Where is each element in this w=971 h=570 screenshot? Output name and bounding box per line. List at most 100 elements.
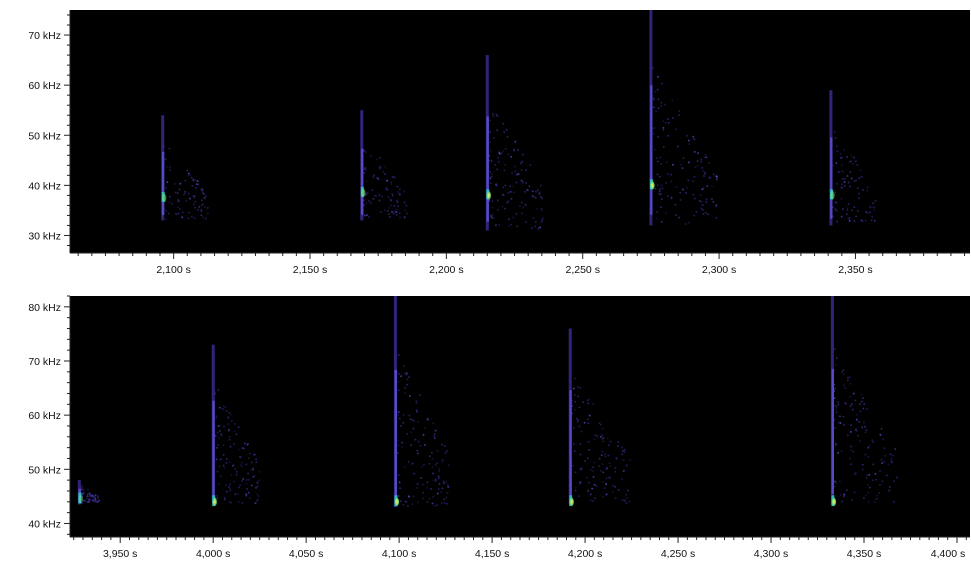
call-noise-dot [197, 209, 199, 211]
call-noise-dot [847, 203, 850, 205]
call-noise-dot [660, 184, 663, 187]
top-x-ticks: 2,100 s 2,150 s 2,200 s 2,250 s 2,300 s 2,350… [70, 252, 970, 276]
call-noise-dot [573, 450, 576, 452]
call-noise-dot [621, 453, 624, 456]
call-noise-dot [194, 179, 197, 181]
call-noise-dot [888, 489, 891, 491]
call-noise-dot [851, 155, 853, 158]
call-noise-dot [652, 133, 655, 135]
call-noise-dot [859, 410, 861, 413]
call-noise-dot [433, 505, 436, 507]
call-noise-dot [833, 418, 836, 421]
call-noise-dot [203, 196, 205, 199]
call-noise-dot [835, 183, 838, 185]
call-noise-dot [382, 171, 385, 173]
call-noise-dot [716, 176, 718, 178]
call-noise-dot [838, 422, 840, 424]
call-noise-dot [835, 482, 838, 484]
call-noise-dot [573, 387, 575, 390]
call-noise-dot [445, 497, 447, 499]
call-sweep-core [161, 152, 165, 216]
call-noise-dot [432, 472, 434, 475]
call-noise-dot [422, 492, 425, 494]
call-noise-dot [704, 173, 706, 175]
call-noise-dot [224, 406, 227, 409]
call-noise-dot [693, 151, 696, 153]
call-noise-dot [398, 474, 400, 476]
call-noise-dot [879, 433, 881, 436]
call-peak-hot [213, 499, 216, 504]
call-noise-dot [513, 149, 515, 152]
call-noise-dot [97, 497, 99, 499]
call-noise-dot [699, 194, 702, 196]
call-noise-dot [574, 377, 576, 380]
call-noise-dot [654, 127, 656, 129]
call-noise-dot [242, 478, 245, 480]
call-noise-dot [404, 500, 407, 503]
call-noise-dot [423, 464, 425, 466]
call-noise-dot [363, 199, 366, 202]
call-noise-dot [842, 495, 845, 498]
call-noise-dot [576, 418, 578, 420]
call-noise-dot [588, 449, 591, 451]
call-noise-dot [837, 150, 839, 153]
call-noise-dot [587, 402, 590, 405]
call-noise-dot [850, 424, 852, 426]
call-noise-dot [834, 427, 836, 429]
call-noise-dot [657, 76, 659, 78]
call-noise-dot [217, 389, 220, 391]
call-noise-dot [520, 162, 522, 165]
call-noise-dot [874, 501, 876, 503]
call-noise-dot [235, 471, 238, 473]
call-noise-dot [489, 182, 492, 184]
call-noise-dot [592, 403, 594, 405]
call-noise-dot [884, 455, 887, 457]
call-noise-dot [835, 150, 838, 153]
call-noise-dot [695, 211, 698, 213]
call-noise-dot [178, 200, 180, 202]
call-noise-dot [256, 485, 259, 488]
call-noise-dot [245, 463, 248, 466]
call-noise-dot [657, 107, 660, 110]
call-noise-dot [514, 170, 516, 173]
call-noise-dot [851, 209, 853, 212]
call-noise-dot [835, 162, 838, 164]
call-noise-dot [879, 470, 881, 472]
call-noise-dot [195, 187, 197, 189]
call-noise-dot [165, 210, 167, 212]
call-noise-dot [169, 195, 171, 198]
call-noise-dot [498, 152, 501, 154]
call-noise-dot [873, 220, 876, 222]
call-noise-dot [426, 487, 428, 489]
call-noise-dot [866, 483, 869, 486]
call-noise-dot [389, 204, 392, 207]
call-noise-dot [835, 442, 837, 445]
call-noise-dot [522, 181, 524, 183]
call-noise-dot [837, 403, 840, 406]
call-noise-dot [573, 443, 575, 445]
call-noise-dot [834, 387, 836, 390]
call-noise-dot [256, 481, 259, 484]
call-noise-dot [179, 182, 182, 185]
call-noise-dot [852, 392, 855, 395]
call-noise-dot [707, 213, 709, 216]
call-noise-dot [244, 442, 246, 445]
x-tick-label: 4,250 s [661, 548, 695, 560]
call-noise-dot [447, 484, 449, 486]
call-noise-dot [436, 449, 439, 452]
call-noise-dot [496, 115, 499, 117]
call-noise-dot [836, 145, 838, 147]
call-noise-dot [396, 185, 399, 188]
call-noise-dot [403, 190, 405, 193]
call-noise-dot [207, 212, 209, 215]
call-noise-dot [861, 175, 863, 178]
call-noise-dot [497, 209, 499, 211]
call-noise-dot [498, 150, 501, 153]
call-noise-dot [438, 475, 440, 477]
call-noise-dot [867, 501, 870, 503]
call-noise-dot [169, 166, 171, 168]
call-noise-dot [194, 206, 196, 209]
call-noise-dot [865, 494, 867, 496]
call-noise-dot [422, 497, 424, 500]
call-noise-dot [857, 434, 859, 437]
